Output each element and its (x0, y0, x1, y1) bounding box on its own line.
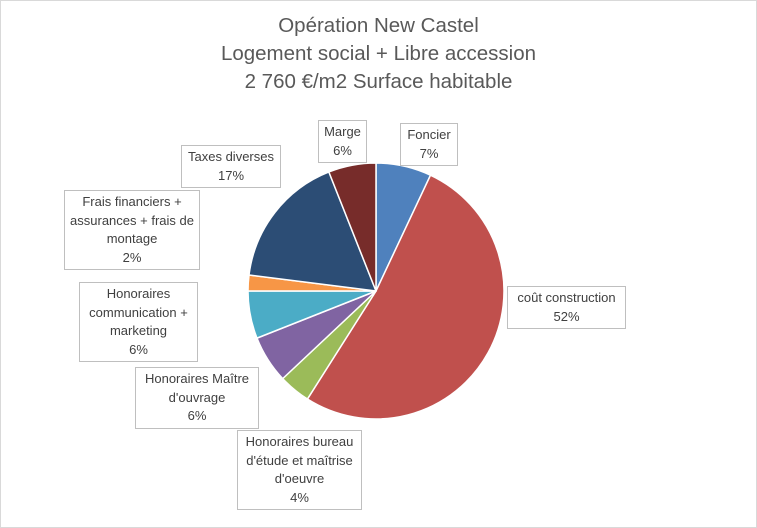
data-label-taxes-diverses: Taxes diverses 17% (181, 145, 281, 188)
data-label-taxes-diverses-pct: 17% (217, 167, 245, 183)
data-label-honoraires-communication-pct: 6% (129, 341, 148, 357)
chart-title: Opération New Castel Logement social + L… (0, 12, 757, 96)
data-label-cout-construction: coût construction 52% (507, 286, 626, 329)
data-label-honoraires-communication-name: Honoraires communication + marketing (89, 286, 188, 338)
pie-slice-8 (328, 162, 377, 292)
data-label-honoraires-maitre-ouvrage-pct: 6% (187, 408, 207, 423)
data-label-frais-financiers: Frais financiers + assurances + frais de… (64, 190, 200, 270)
pie-slices (247, 162, 505, 420)
data-label-foncier: Foncier 7% (400, 123, 458, 166)
pie-slice-7 (248, 171, 377, 292)
data-label-marge: Marge 6% (318, 120, 367, 163)
data-label-foncier-name: Foncier (407, 127, 451, 142)
data-label-cout-construction-name: coût construction (517, 290, 616, 305)
pie-slice-2 (306, 174, 505, 420)
data-label-cout-construction-pct: 52% (553, 308, 580, 324)
data-label-honoraires-communication: Honoraires communication + marketing 6% (79, 282, 198, 362)
data-label-frais-financiers-pct: 2% (122, 249, 142, 265)
data-label-taxes-diverses-name: Taxes diverses (188, 149, 274, 164)
data-label-marge-pct: 6% (333, 142, 352, 158)
chart-title-line-2: Logement social + Libre accession (220, 42, 537, 65)
chart-title-line-1: Opération New Castel (278, 14, 479, 37)
data-label-honoraires-maitre-ouvrage: Honoraires Maître d'ouvrage 6% (135, 367, 259, 429)
data-label-honoraires-bureau: Honoraires bureau d'étude et maîtrise d'… (237, 430, 362, 510)
data-label-foncier-pct: 7% (419, 145, 439, 161)
data-label-marge-name: Marge (324, 124, 361, 139)
data-label-frais-financiers-name: Frais financiers + assurances + frais de… (70, 194, 194, 246)
data-label-honoraires-bureau-pct: 4% (290, 489, 309, 505)
data-label-honoraires-maitre-ouvrage-name: Honoraires Maître d'ouvrage (144, 371, 250, 405)
chart-title-line-3: 2 760 €/m2 Surface habitable (244, 70, 513, 93)
data-label-honoraires-bureau-name: Honoraires bureau d'étude et maîtrise d'… (245, 434, 354, 486)
